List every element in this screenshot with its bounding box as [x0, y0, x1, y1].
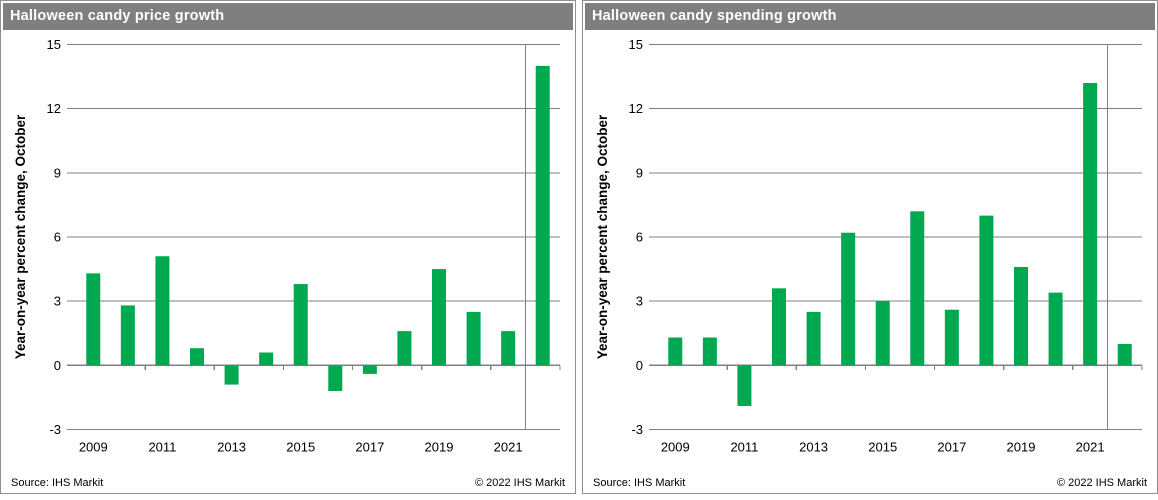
bar-2010 [120, 305, 135, 366]
chart-title-bar: Halloween candy price growth [3, 3, 573, 30]
chart-title: Halloween candy spending growth [592, 8, 837, 24]
y-tick-label: 15 [629, 37, 643, 52]
x-tick-label: 2017 [937, 440, 966, 455]
x-tick-label: 2021 [1076, 440, 1105, 455]
y-tick-label: 3 [636, 294, 643, 309]
y-tick-label: 0 [636, 358, 643, 373]
bar-2014 [841, 232, 856, 366]
x-tick-label: 2011 [148, 440, 176, 455]
bar-2009 [86, 273, 101, 366]
spending-growth-panel: Halloween candy spending growth 15 12 9 6 3 0… [582, 0, 1158, 494]
x-tick-label: 2019 [425, 440, 454, 455]
chart-title: Halloween candy price growth [10, 8, 225, 24]
bar-2012 [190, 348, 204, 366]
x-tick-label: 2017 [355, 440, 384, 455]
y-tick-label: 12 [629, 101, 643, 116]
y-tick-label: 9 [54, 165, 61, 180]
chart-footer: Source: IHS Markit © 2022 IHS Markit [593, 477, 1147, 489]
bar-2022 [535, 65, 550, 366]
bar-2014 [259, 352, 274, 366]
price-chart-plot-area: 15 12 9 6 3 0 -3 2009 2011 2013 2015 2017 2019 2021 Ye… [3, 32, 573, 466]
chart-footer: Source: IHS Markit © 2022 IHS Markit [11, 477, 565, 489]
y-tick-label: 6 [636, 230, 643, 245]
x-tick-label: 2013 [799, 440, 828, 455]
price-bar-chart-svg: 15 12 9 6 3 0 -3 2009 2011 2013 2015 2017 2019 2021 Ye… [13, 37, 561, 455]
bar-2017 [944, 309, 959, 366]
bar-2022 [1117, 343, 1132, 366]
bar-2009 [668, 337, 683, 366]
bar-2012 [772, 288, 786, 366]
y-tick-label: -3 [631, 422, 643, 437]
bar-2018 [397, 331, 412, 366]
bar-2019 [432, 269, 446, 366]
chart-title-bar: Halloween candy spending growth [585, 3, 1155, 30]
y-axis-title: Year-on-year percent change, October [595, 114, 610, 359]
bar-2020 [1048, 292, 1063, 366]
y-tick-label: 6 [54, 230, 61, 245]
x-tick-label: 2011 [730, 440, 758, 455]
x-tick-label: 2021 [494, 440, 523, 455]
y-tick-label: 12 [47, 101, 61, 116]
y-tick-label: 3 [54, 294, 61, 309]
bar-2016 [910, 211, 925, 366]
bar-2013 [806, 311, 821, 366]
x-tick-label: 2009 [661, 440, 690, 455]
bar-2017 [362, 365, 377, 374]
x-tick-label: 2019 [1007, 440, 1036, 455]
source-text: Source: IHS Markit [11, 477, 104, 489]
y-tick-label: -3 [49, 422, 61, 437]
bar-2021 [1083, 83, 1098, 366]
bar-2019 [1014, 266, 1028, 366]
x-tick-label: 2013 [217, 440, 246, 455]
x-tick-label: 2015 [286, 440, 315, 455]
bar-2011 [155, 256, 170, 366]
bar-2011 [737, 365, 752, 406]
y-axis-title: Year-on-year percent change, October [13, 114, 28, 359]
y-tick-label: 0 [54, 358, 61, 373]
bar-2010 [702, 337, 717, 366]
copyright-text: © 2022 IHS Markit [474, 477, 565, 489]
source-text: Source: IHS Markit [593, 477, 686, 489]
bar-2021 [501, 331, 516, 366]
bar-2015 [875, 301, 890, 366]
x-tick-label: 2015 [868, 440, 897, 455]
price-growth-panel: Halloween candy price growth 15 12 9 6 3 0 -3 2… [0, 0, 576, 494]
spending-chart-plot-area: 15 12 9 6 3 0 -3 2009 2011 2013 2015 2017 2019 2021 Ye… [585, 32, 1155, 466]
bar-2016 [328, 365, 343, 391]
bar-2020 [466, 311, 481, 366]
bar-2018 [979, 215, 994, 366]
copyright-text: © 2022 IHS Markit [1056, 477, 1147, 489]
spending-bar-chart-svg: 15 12 9 6 3 0 -3 2009 2011 2013 2015 2017 2019 2021 Ye… [595, 37, 1143, 455]
x-tick-label: 2009 [79, 440, 108, 455]
bar-2013 [224, 365, 239, 385]
y-tick-label: 15 [47, 37, 61, 52]
y-tick-label: 9 [636, 165, 643, 180]
bar-2015 [293, 284, 308, 366]
